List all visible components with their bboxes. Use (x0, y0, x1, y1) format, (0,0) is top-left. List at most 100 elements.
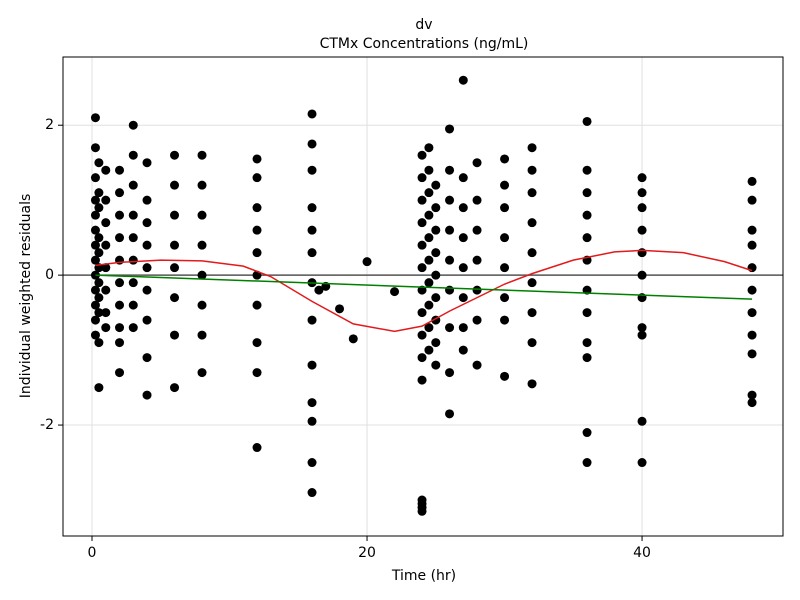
point (637, 203, 647, 213)
point (424, 323, 434, 333)
point (445, 225, 455, 235)
point (307, 109, 317, 119)
point (197, 210, 207, 220)
point (90, 143, 100, 153)
point (458, 203, 468, 213)
point (101, 195, 111, 205)
point (417, 173, 427, 183)
point (90, 330, 100, 340)
point (445, 165, 455, 175)
point (458, 233, 468, 243)
point (307, 203, 317, 213)
point (170, 180, 180, 190)
y-tick-label: 2 (45, 117, 54, 133)
point (424, 165, 434, 175)
point (252, 225, 262, 235)
point (417, 218, 427, 228)
point (500, 315, 510, 325)
point (417, 353, 427, 363)
point (747, 195, 757, 205)
point (252, 443, 262, 453)
point (101, 308, 111, 318)
point (390, 287, 400, 297)
point (115, 233, 125, 243)
point (94, 203, 104, 213)
point (431, 225, 441, 235)
point (142, 218, 152, 228)
point (142, 353, 152, 363)
point (500, 154, 510, 164)
point (472, 225, 482, 235)
point (335, 304, 345, 314)
point (637, 225, 647, 235)
point (142, 240, 152, 250)
y-tick-label: -2 (40, 417, 54, 433)
point (197, 270, 207, 280)
point (417, 506, 427, 516)
point (142, 390, 152, 400)
point (142, 315, 152, 325)
point (445, 124, 455, 134)
point (170, 263, 180, 273)
y-tick-label: 0 (45, 267, 54, 283)
point (747, 285, 757, 295)
point (500, 293, 510, 303)
point (197, 330, 207, 340)
point (170, 293, 180, 303)
point (170, 150, 180, 160)
point (417, 240, 427, 250)
point (417, 375, 427, 385)
point (307, 139, 317, 149)
point (747, 308, 757, 318)
point (307, 458, 317, 468)
point (101, 240, 111, 250)
point (431, 203, 441, 213)
point (747, 330, 757, 340)
point (115, 368, 125, 378)
plot-frame (62, 56, 784, 537)
point (582, 458, 592, 468)
point (582, 428, 592, 438)
point (472, 360, 482, 370)
point (637, 416, 647, 426)
point (90, 315, 100, 325)
point (101, 165, 111, 175)
point (170, 330, 180, 340)
x-axis-label: Time (hr) (391, 568, 456, 584)
point (197, 240, 207, 250)
point (637, 248, 647, 258)
point (417, 330, 427, 340)
point (424, 233, 434, 243)
trend-line (95, 274, 753, 300)
point (500, 180, 510, 190)
point (527, 308, 537, 318)
point (472, 195, 482, 205)
point (424, 210, 434, 220)
point (417, 308, 427, 318)
point (90, 195, 100, 205)
point (90, 240, 100, 250)
point (637, 458, 647, 468)
point (458, 293, 468, 303)
point (252, 248, 262, 258)
point (170, 383, 180, 393)
point (472, 255, 482, 265)
point (115, 188, 125, 198)
point (90, 285, 100, 295)
point (94, 188, 104, 198)
point (142, 285, 152, 295)
point (94, 338, 104, 348)
point (527, 143, 537, 153)
point (472, 285, 482, 295)
point (94, 233, 104, 243)
point (431, 270, 441, 280)
point (417, 195, 427, 205)
point (307, 416, 317, 426)
point (115, 278, 125, 288)
point (637, 330, 647, 340)
point (128, 300, 138, 310)
point (128, 210, 138, 220)
point (252, 368, 262, 378)
point (458, 75, 468, 85)
point (445, 255, 455, 265)
